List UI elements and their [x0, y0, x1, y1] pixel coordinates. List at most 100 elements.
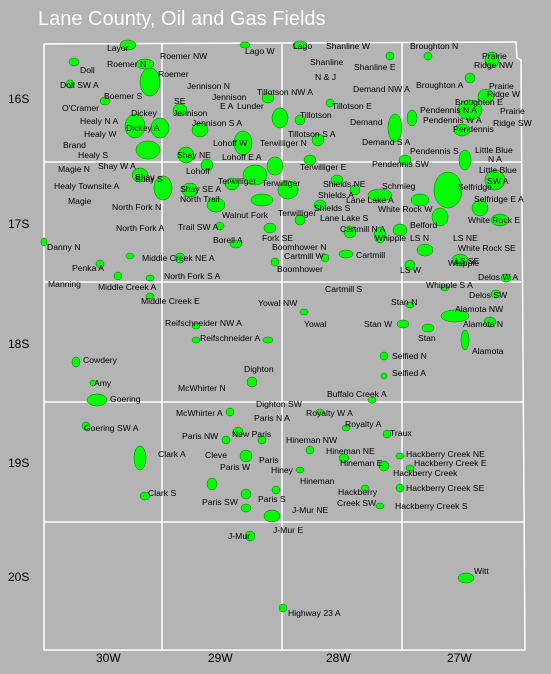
- field-label: Shields NE: [323, 179, 366, 189]
- township-label: 20S: [8, 570, 29, 584]
- field-label: E A: [220, 101, 234, 111]
- field-label: Walnut Fork: [222, 210, 269, 220]
- field-label: Lago W: [245, 46, 276, 56]
- field-label: Broughton E: [455, 97, 503, 107]
- field-label: New Paris: [232, 429, 271, 439]
- field-label: Prairie: [489, 81, 514, 91]
- field-label: Healy W: [84, 129, 117, 139]
- range-label: 28W: [326, 651, 351, 665]
- range-label: 30W: [96, 651, 121, 665]
- field-label: Witt: [474, 566, 489, 576]
- field-label: Paris W: [220, 462, 251, 472]
- field-label: Terwilliger E: [300, 162, 347, 172]
- field-label: Borell A: [213, 235, 243, 245]
- field-label: Hackberry Creek: [393, 468, 458, 478]
- field-label: Hackberry Creek NE: [406, 449, 485, 459]
- field-label: Pendennis: [453, 124, 494, 134]
- field-label: Stan N: [391, 297, 417, 307]
- field-label: Lane Lake A: [346, 195, 394, 205]
- field-label: McWhirter N: [178, 383, 226, 393]
- map-title: Lane County, Oil and Gas Fields: [38, 8, 326, 30]
- field-label: White Rock E: [468, 215, 520, 225]
- field-label: Prairie: [482, 51, 507, 61]
- field-label: Whipple: [448, 258, 479, 268]
- field-label: Broughton A: [416, 80, 464, 90]
- field-label: Jennison N: [187, 81, 230, 91]
- field-label: Hackberry Creek S: [395, 501, 468, 511]
- field-label: N A: [488, 154, 502, 164]
- field-label: Shanline: [310, 57, 344, 67]
- field-label: Traux: [390, 428, 412, 438]
- field-label: Shay S: [135, 174, 163, 184]
- field-label: LS SE: [455, 256, 480, 266]
- field-label: Tillotson E: [332, 101, 372, 111]
- field-label: Lohoff W: [213, 138, 248, 148]
- field-label: Demand: [350, 117, 383, 127]
- field-label: Danny N: [47, 242, 80, 252]
- field-label: Prairie: [500, 106, 525, 116]
- field-label: Shields A: [318, 190, 354, 200]
- field-label: Hineman NW: [286, 435, 338, 445]
- field-label: Jennison: [212, 92, 247, 102]
- field-label: J-Mur E: [273, 525, 303, 535]
- field-label: Manning: [48, 279, 81, 289]
- field-label: Buffalo Creek A: [327, 389, 387, 399]
- field-label: Broughton N: [410, 41, 458, 51]
- field-label: Magie N: [58, 164, 90, 174]
- field-label: Belford: [410, 220, 437, 230]
- township-label: 19S: [8, 456, 29, 470]
- township-labels: 16S 17S 18S 19S 20S: [8, 92, 29, 584]
- field-label: Selfridge E A: [474, 194, 524, 204]
- field-label: Lohoff: [186, 166, 210, 176]
- field-label: Alamota N: [463, 319, 503, 329]
- field-label: Shay W A: [98, 161, 136, 171]
- field-label: J-Mur NE: [292, 505, 329, 515]
- field-label: Little Blue: [479, 165, 517, 175]
- field-label: Stan W: [364, 319, 393, 329]
- range-label: 29W: [208, 651, 233, 665]
- field-label: Dighton: [244, 364, 274, 374]
- field-label: Healy N A: [80, 116, 118, 126]
- field-label: Stan: [418, 333, 436, 343]
- township-label: 17S: [8, 217, 29, 231]
- field-label: McWhirter A: [176, 408, 223, 418]
- field-label: Selfied A: [392, 368, 426, 378]
- field-label: Terwilliger N: [260, 138, 307, 148]
- field-label: Trail SW A: [178, 222, 219, 232]
- field-label: White Rock SE: [458, 243, 516, 253]
- field-label: Brand: [63, 140, 86, 150]
- field-label: White Rock W: [378, 204, 433, 214]
- field-label: Demand S A: [362, 137, 411, 147]
- field-label: Clark A: [158, 449, 186, 459]
- county-border: [43, 41, 526, 651]
- field-label: Boomhower N: [272, 242, 326, 252]
- field-label: North Fork N: [112, 202, 161, 212]
- field-label: LS N: [410, 233, 429, 243]
- township-label: 16S: [8, 92, 29, 106]
- field-label: Lago: [293, 41, 312, 51]
- field-label: Whipple S A: [426, 280, 473, 290]
- field-label: Reifschneider NW A: [165, 318, 242, 328]
- field-label: Hineman NE: [326, 446, 375, 456]
- field-label: Roemer: [158, 69, 189, 79]
- field-label: Shay: [135, 172, 155, 182]
- field-label: Yowal: [304, 319, 327, 329]
- field-label: LS NE: [453, 233, 478, 243]
- field-label: Shanline E: [354, 62, 396, 72]
- field-label: Little Blue: [475, 145, 513, 155]
- field-label: Ridge NW: [474, 60, 514, 70]
- field-shapes: [40, 39, 512, 613]
- field-label: Middle Creek E: [141, 296, 200, 306]
- field-label: Royalty W A: [306, 408, 353, 418]
- field-label: Delos W A: [478, 272, 518, 282]
- field-label: Tillotson: [300, 110, 332, 120]
- field-label: Delos SW: [469, 290, 508, 300]
- field-label: North Fork S A: [164, 271, 221, 281]
- field-label: Jennison: [173, 108, 208, 118]
- field-label: Yowal NW: [258, 298, 298, 308]
- field-label: Dickey A: [126, 123, 160, 133]
- field-label: Boomhower: [277, 264, 323, 274]
- field-label: Hackberry: [338, 487, 378, 497]
- field-label: Demand NW A: [353, 84, 410, 94]
- field-label: SW A: [487, 176, 509, 186]
